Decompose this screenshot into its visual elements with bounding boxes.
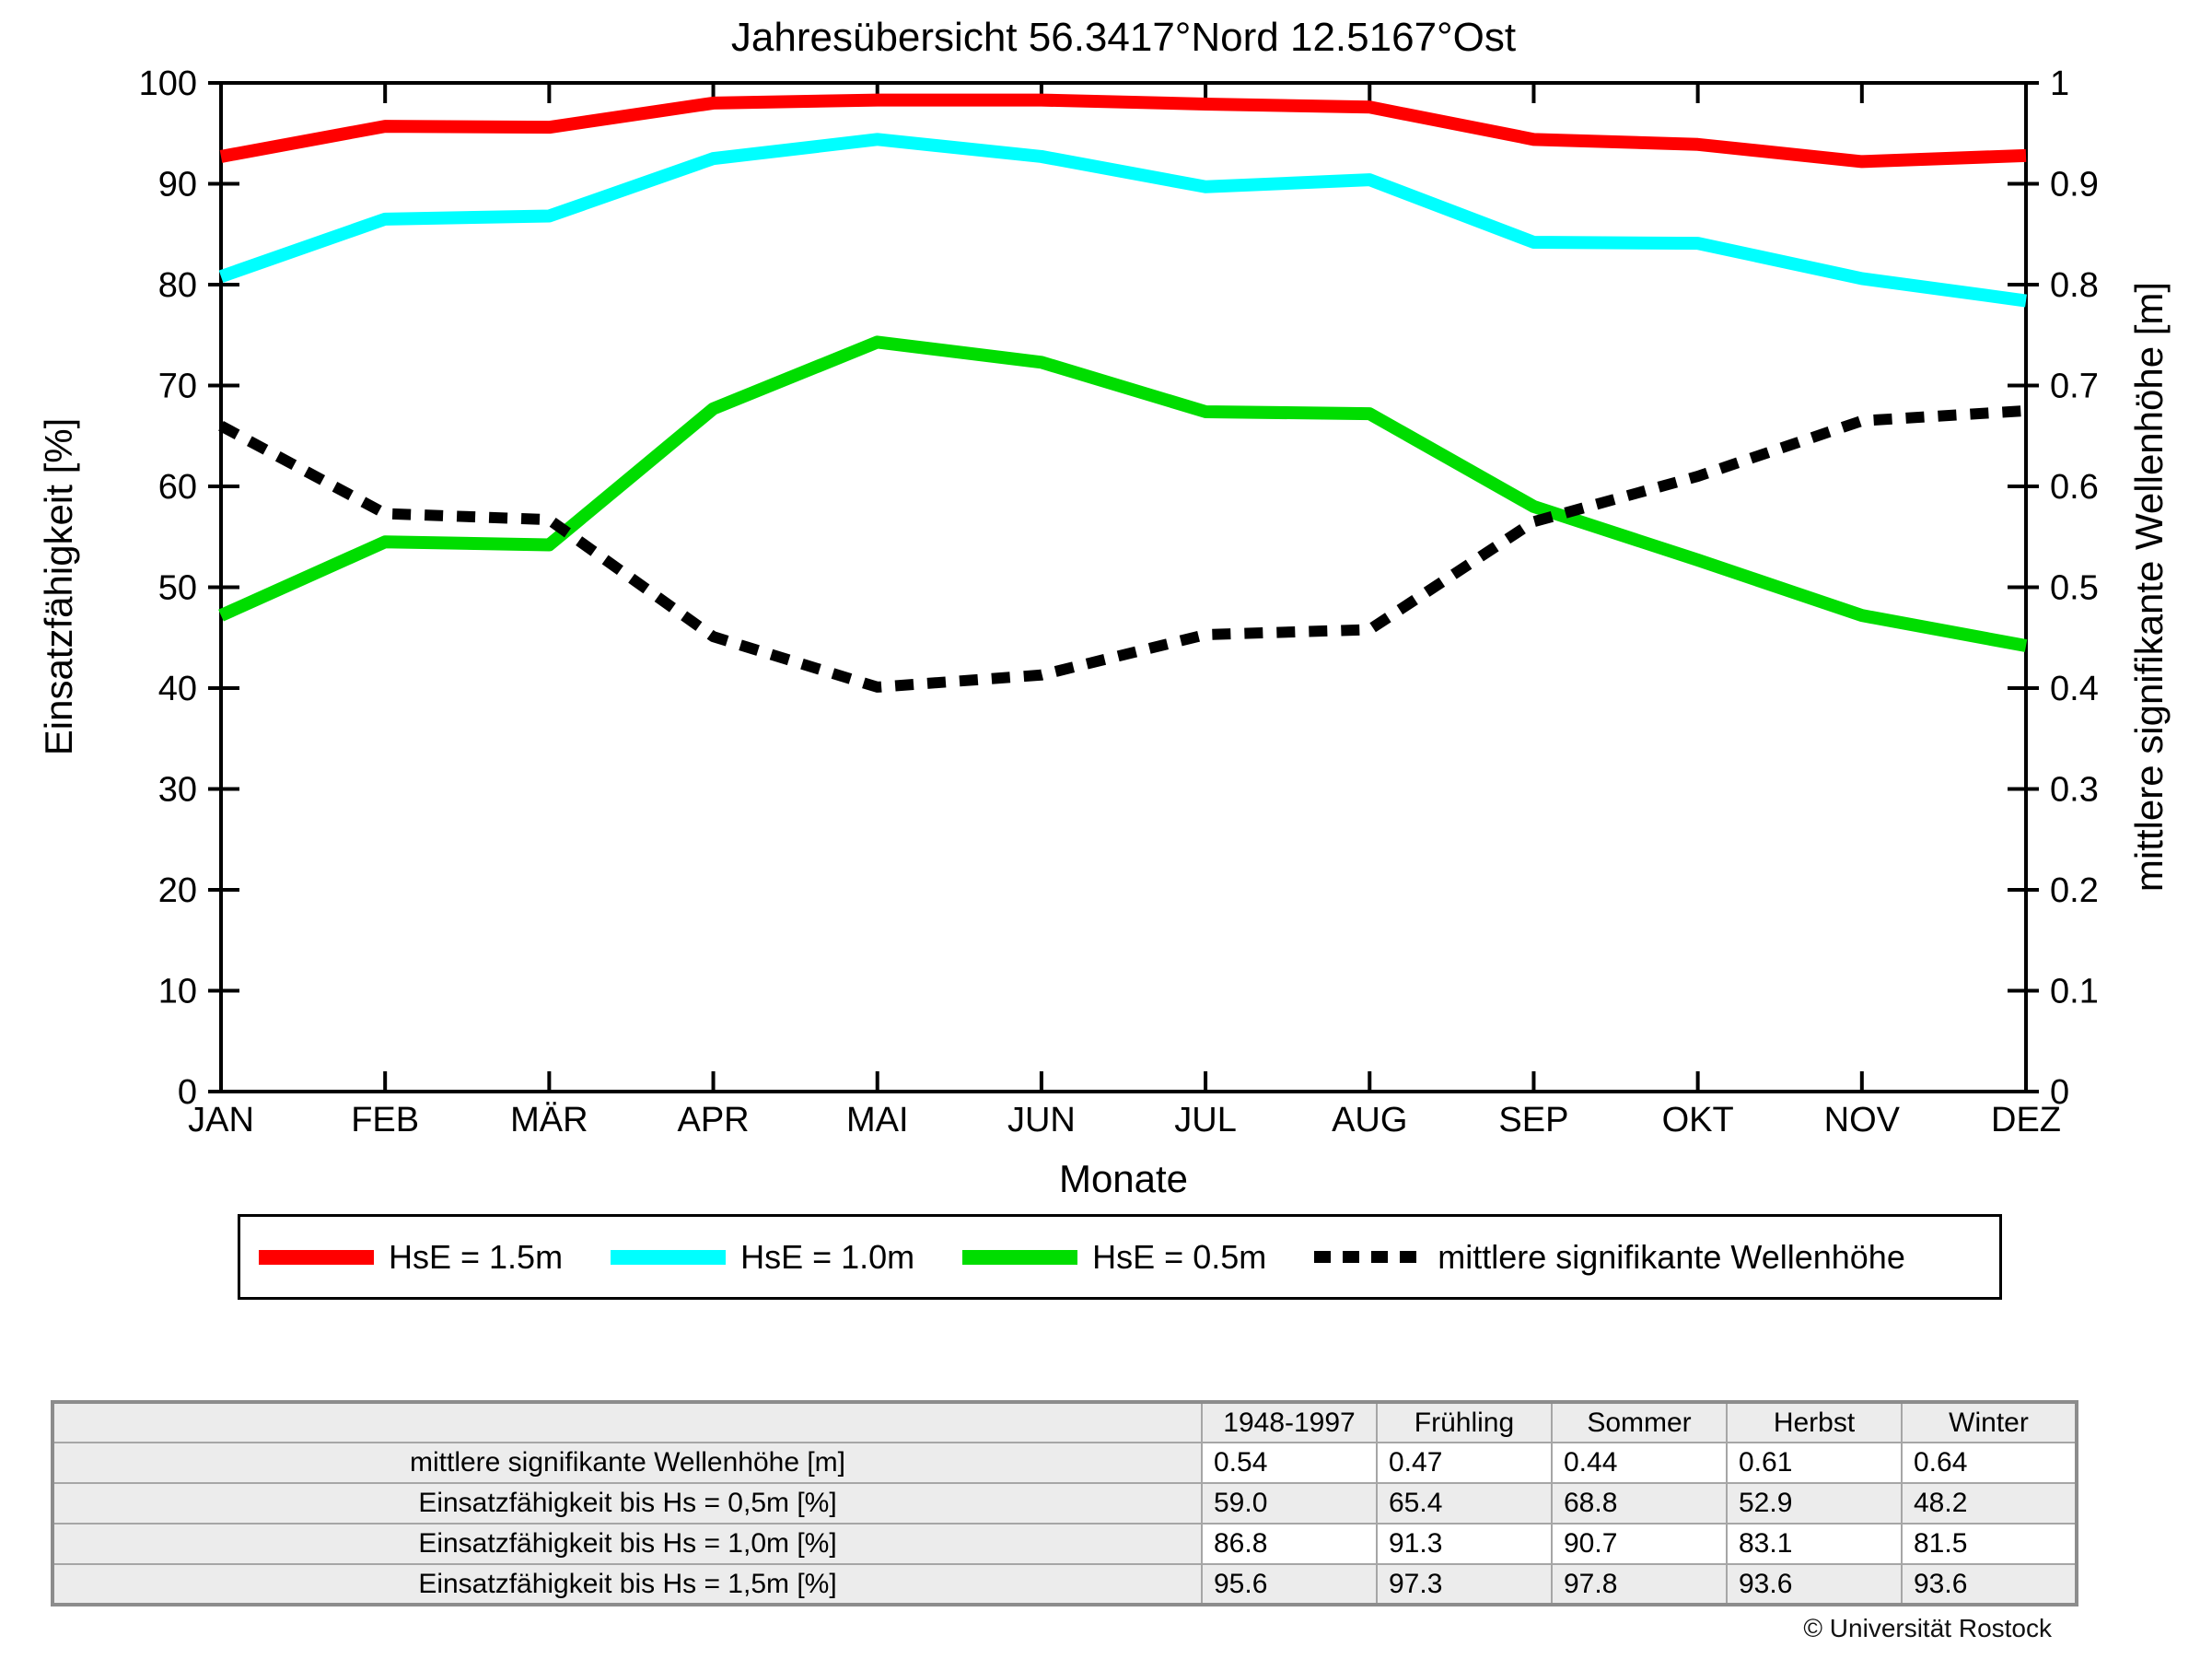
y-tick-label-right: 0.7 — [2050, 368, 2099, 406]
legend-swatch-dotted — [1314, 1251, 1424, 1263]
y-tick-label-left: 30 — [158, 771, 197, 810]
series-line-3 — [218, 404, 2027, 693]
cell-value: 52.9 — [1726, 1482, 1903, 1525]
chart: Jahresübersicht 56.3417°Nord 12.5167°Ost… — [37, 15, 2171, 1200]
x-tick-label: OKT — [1662, 1101, 1734, 1139]
series-line-1 — [218, 133, 2027, 308]
header-corner-cell — [52, 1401, 1203, 1443]
legend-swatch-red — [259, 1249, 374, 1265]
cell-value: 0.54 — [1201, 1442, 1378, 1484]
series-line-0 — [219, 93, 2027, 169]
x-tick-label: AUG — [1332, 1101, 1407, 1139]
legend-item-hse-1-0m: HsE = 1.0m — [611, 1238, 914, 1277]
legend-label: HsE = 0.5m — [1092, 1237, 1267, 1276]
x-tick-label: SEP — [1498, 1101, 1568, 1139]
legend-item-wave-height: mittlere signifikante Wellenhöhe — [1314, 1238, 1905, 1277]
y-tick-label-right: 0 — [2050, 1073, 2069, 1112]
cell-value: 95.6 — [1201, 1563, 1378, 1606]
x-tick-label: FEB — [351, 1101, 419, 1139]
cell-value: 48.2 — [1901, 1482, 2078, 1525]
y-tick-label-right: 0.3 — [2050, 771, 2099, 810]
x-tick-label: DEZ — [1991, 1101, 2061, 1139]
y-tick-label-left: 20 — [158, 871, 197, 910]
x-tick-label: MAI — [846, 1101, 909, 1139]
y-tick-label-left: 90 — [158, 166, 197, 204]
cell-value: 81.5 — [1901, 1523, 2078, 1565]
table-row: Einsatzfähigkeit bis Hs = 1,5m [%] 95.6 … — [52, 1563, 2078, 1606]
y-tick-label-left: 70 — [158, 368, 197, 406]
y-tick-label-right: 0.9 — [2050, 166, 2099, 204]
season-statistics-table: 1948-1997 Frühling Sommer Herbst Winter … — [51, 1400, 2078, 1606]
cell-value: 86.8 — [1201, 1523, 1378, 1565]
y-tick-label-left: 0 — [178, 1073, 197, 1112]
plot-border — [219, 81, 2028, 1093]
y-tick-label-right: 0.2 — [2050, 871, 2099, 910]
legend-label: HsE = 1.0m — [740, 1237, 915, 1276]
header-herbst: Herbst — [1726, 1401, 1903, 1443]
header-period: 1948-1997 — [1201, 1401, 1378, 1443]
legend-label: HsE = 1.5m — [389, 1237, 564, 1276]
y-axis-title-right: mittlere signifikante Wellenhöhe [m] — [2127, 282, 2171, 892]
cell-value: 0.64 — [1901, 1442, 2078, 1484]
row-label: mittlere signifikante Wellenhöhe [m] — [52, 1442, 1203, 1484]
cell-value: 0.47 — [1376, 1442, 1553, 1484]
row-label: Einsatzfähigkeit bis Hs = 1,0m [%] — [52, 1523, 1203, 1565]
x-tick-label: NOV — [1824, 1101, 1901, 1139]
y-tick-label-right: 0.4 — [2050, 670, 2099, 708]
header-fruehling: Frühling — [1376, 1401, 1553, 1443]
header-sommer: Sommer — [1551, 1401, 1728, 1443]
cell-value: 68.8 — [1551, 1482, 1728, 1525]
chart-title: Jahresübersicht 56.3417°Nord 12.5167°Ost — [731, 15, 1516, 60]
cell-value: 91.3 — [1376, 1523, 1553, 1565]
y-tick-label-right: 0.6 — [2050, 468, 2099, 507]
table-row: Einsatzfähigkeit bis Hs = 1,0m [%] 86.8 … — [52, 1523, 2078, 1565]
cell-value: 83.1 — [1726, 1523, 1903, 1565]
cell-value: 97.3 — [1376, 1563, 1553, 1606]
y-tick-label-right: 1 — [2050, 64, 2069, 103]
x-tick-label: JUL — [1174, 1101, 1237, 1139]
cell-value: 93.6 — [1726, 1563, 1903, 1606]
cell-value: 65.4 — [1376, 1482, 1553, 1525]
legend-label: mittlere signifikante Wellenhöhe — [1438, 1237, 1905, 1276]
legend-item-hse-1-5m: HsE = 1.5m — [259, 1238, 563, 1277]
y-tick-label-left: 40 — [158, 670, 197, 708]
legend-swatch-green — [962, 1249, 1078, 1265]
series-line-2 — [218, 335, 2028, 652]
cell-value: 59.0 — [1201, 1482, 1378, 1525]
cell-value: 0.61 — [1726, 1442, 1903, 1484]
y-tick-label-right: 0.5 — [2050, 569, 2099, 608]
x-tick-label: MÄR — [510, 1101, 588, 1139]
y-tick-label-right: 0.8 — [2050, 266, 2099, 305]
legend: HsE = 1.5m HsE = 1.0m HsE = 0.5m mittler… — [238, 1214, 2002, 1300]
cell-value: 97.8 — [1551, 1563, 1728, 1606]
y-tick-label-left: 10 — [158, 973, 197, 1011]
table-header-row: 1948-1997 Frühling Sommer Herbst Winter — [52, 1401, 2078, 1443]
header-winter: Winter — [1901, 1401, 2078, 1443]
row-label: Einsatzfähigkeit bis Hs = 1,5m [%] — [52, 1563, 1203, 1606]
x-tick-label: APR — [677, 1101, 749, 1139]
y-tick-label-left: 60 — [158, 468, 197, 507]
row-label: Einsatzfähigkeit bis Hs = 0,5m [%] — [52, 1482, 1203, 1525]
y-tick-label-left: 100 — [139, 64, 197, 103]
legend-swatch-cyan — [611, 1249, 727, 1265]
legend-item-hse-0-5m: HsE = 0.5m — [962, 1238, 1266, 1277]
x-tick-label: JUN — [1007, 1101, 1076, 1139]
y-tick-label-left: 50 — [158, 569, 197, 608]
cell-value: 90.7 — [1551, 1523, 1728, 1565]
x-axis-title: Monate — [1059, 1157, 1188, 1200]
y-tick-label-left: 80 — [158, 266, 197, 305]
x-tick-label: JAN — [188, 1101, 254, 1139]
cell-value: 93.6 — [1901, 1563, 2078, 1606]
table-row: mittlere signifikante Wellenhöhe [m] 0.5… — [52, 1442, 2078, 1484]
copyright-notice: © Universität Rostock — [1803, 1614, 2052, 1642]
y-axis-title-left: Einsatzfähigkeit [%] — [37, 418, 80, 756]
table-row: Einsatzfähigkeit bis Hs = 0,5m [%] 59.0 … — [52, 1482, 2078, 1525]
y-tick-label-right: 0.1 — [2050, 973, 2099, 1011]
cell-value: 0.44 — [1551, 1442, 1728, 1484]
